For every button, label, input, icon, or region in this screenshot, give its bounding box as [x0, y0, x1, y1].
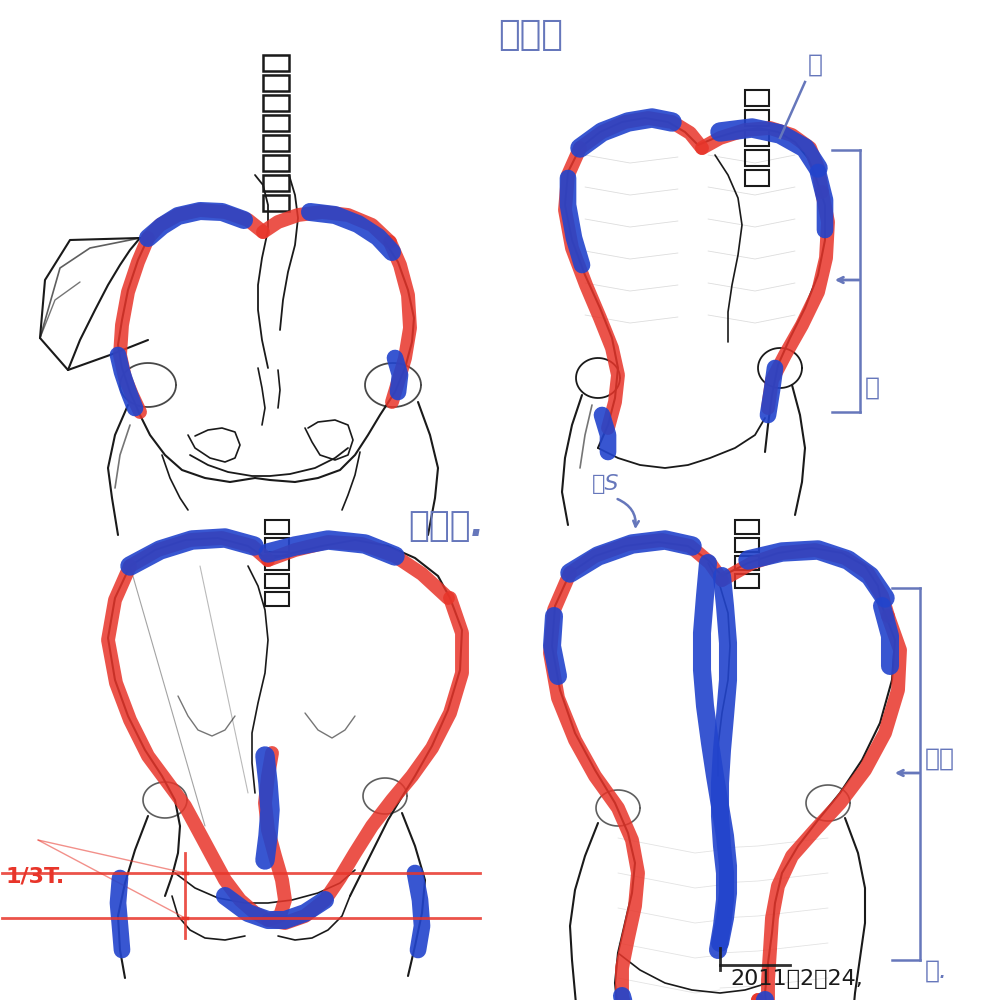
- Bar: [263, 95, 289, 111]
- Bar: [735, 520, 759, 534]
- Bar: [265, 592, 289, 606]
- Bar: [745, 130, 769, 146]
- Bar: [263, 75, 289, 91]
- Bar: [263, 195, 289, 211]
- Bar: [745, 170, 769, 186]
- Text: 至S: 至S: [592, 474, 620, 494]
- Text: 臀中肌: 臀中肌: [498, 18, 563, 52]
- Text: 1/3T.: 1/3T.: [5, 867, 64, 887]
- Bar: [745, 90, 769, 106]
- Bar: [265, 520, 289, 534]
- Bar: [745, 150, 769, 166]
- Bar: [263, 135, 289, 151]
- Bar: [745, 110, 769, 126]
- Bar: [263, 175, 289, 191]
- Bar: [735, 556, 759, 570]
- Bar: [265, 556, 289, 570]
- Text: 膅蓋: 膅蓋: [925, 747, 955, 771]
- Text: 起: 起: [808, 53, 823, 77]
- Text: 臀大肌.: 臀大肌.: [408, 509, 484, 543]
- Bar: [263, 115, 289, 131]
- Bar: [265, 574, 289, 588]
- Text: 2011。2。24,: 2011。2。24,: [730, 969, 863, 989]
- Bar: [263, 55, 289, 71]
- Bar: [265, 538, 289, 552]
- Text: 止.: 止.: [925, 959, 948, 983]
- Bar: [735, 538, 759, 552]
- Bar: [263, 155, 289, 171]
- Text: 止: 止: [865, 376, 880, 400]
- Bar: [735, 574, 759, 588]
